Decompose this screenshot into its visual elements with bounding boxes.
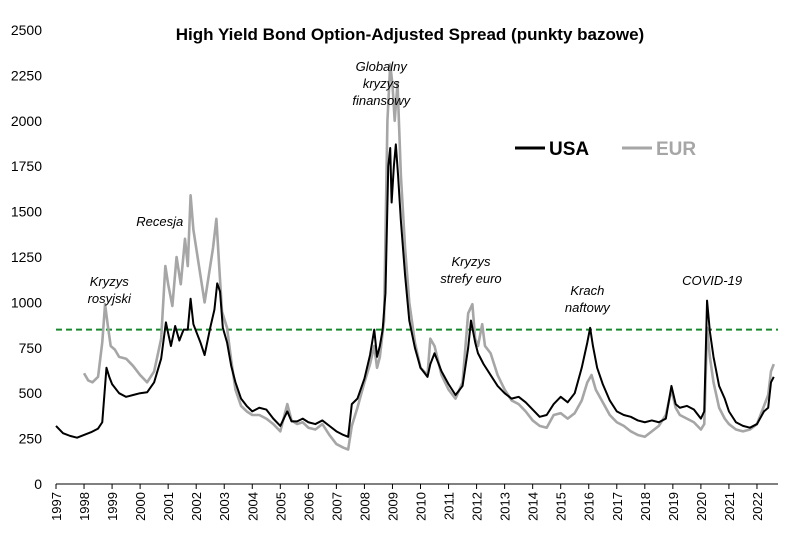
legend-eur-label: EUR <box>656 139 696 160</box>
x-tick-label: 1998 <box>77 492 92 521</box>
y-tick-label: 2250 <box>11 67 42 83</box>
x-tick-label: 2002 <box>189 492 204 521</box>
y-tick-label: 1500 <box>11 204 42 220</box>
x-axis: 1997 1998 1999 2000 2001 2002 2003 2004 2005 2006… <box>49 483 778 521</box>
x-tick-label: 2006 <box>301 492 316 521</box>
y-tick-label: 250 <box>19 431 43 447</box>
x-tick-label: 2010 <box>414 492 429 521</box>
x-tick-label: 2004 <box>245 492 260 521</box>
y-tick-label: 1750 <box>11 158 42 174</box>
annotation-label: strefy euro <box>440 271 501 286</box>
legend: USA EUR <box>515 139 696 160</box>
x-tick-label: 2017 <box>610 492 625 521</box>
annotation-label: Globalny <box>356 59 409 74</box>
y-tick-label: 500 <box>19 385 43 401</box>
y-tick-label: 1000 <box>11 294 42 310</box>
annotation-label: finansowy <box>352 93 411 108</box>
y-tick-label: 2000 <box>11 113 42 129</box>
x-tick-label: 1999 <box>105 492 120 521</box>
x-tick-label: 2007 <box>329 492 344 521</box>
annotation-label: Kryzys <box>90 274 130 289</box>
x-tick-label: 2015 <box>554 492 569 521</box>
series-eur-line <box>82 63 776 451</box>
x-tick-label: 2009 <box>385 492 400 521</box>
y-axis-ticks: 0 250 500 750 1000 1250 1500 1750 2000 2250 2500 <box>11 22 42 492</box>
x-tick-label: 2020 <box>694 492 709 521</box>
x-tick-label: 2014 <box>526 492 541 521</box>
y-tick-label: 750 <box>19 340 43 356</box>
x-tick-label: 2013 <box>498 492 513 521</box>
x-tick-label: 2003 <box>217 492 232 521</box>
y-tick-label: 1250 <box>11 249 42 265</box>
x-tick-label: 2012 <box>470 492 485 521</box>
annotations: Kryzys rosyjski Recesja Globalny kryzys finan… <box>88 59 742 315</box>
annotation-label: kryzys <box>363 76 400 91</box>
x-tick-label: 1997 <box>49 492 64 521</box>
x-tick-label: 2008 <box>357 492 372 521</box>
x-tick-label: 2000 <box>133 492 148 521</box>
y-tick-label: 0 <box>34 476 42 492</box>
x-tick-label: 2001 <box>161 492 176 521</box>
x-tick-label: 2022 <box>750 492 765 521</box>
legend-usa-label: USA <box>549 139 589 160</box>
x-tick-label: 2011 <box>442 492 457 520</box>
x-tick-label: 2021 <box>722 492 737 521</box>
y-tick-label: 2500 <box>11 22 42 38</box>
annotation-label: Krach <box>570 283 604 298</box>
series-usa-line <box>55 143 775 439</box>
x-tick-label: 2019 <box>666 492 681 521</box>
annotation-label: COVID-19 <box>682 273 742 288</box>
annotation-label: rosyjski <box>88 291 132 306</box>
annotation-label: Kryzys <box>451 254 491 269</box>
chart-title: High Yield Bond Option-Adjusted Spread (… <box>176 25 644 44</box>
series-layer <box>55 63 776 451</box>
x-tick-label: 2005 <box>273 492 288 521</box>
x-tick-label: 2018 <box>638 492 653 521</box>
annotation-label: naftowy <box>565 300 611 315</box>
annotation-label: Recesja <box>136 214 183 229</box>
x-tick-label: 2016 <box>582 492 597 521</box>
